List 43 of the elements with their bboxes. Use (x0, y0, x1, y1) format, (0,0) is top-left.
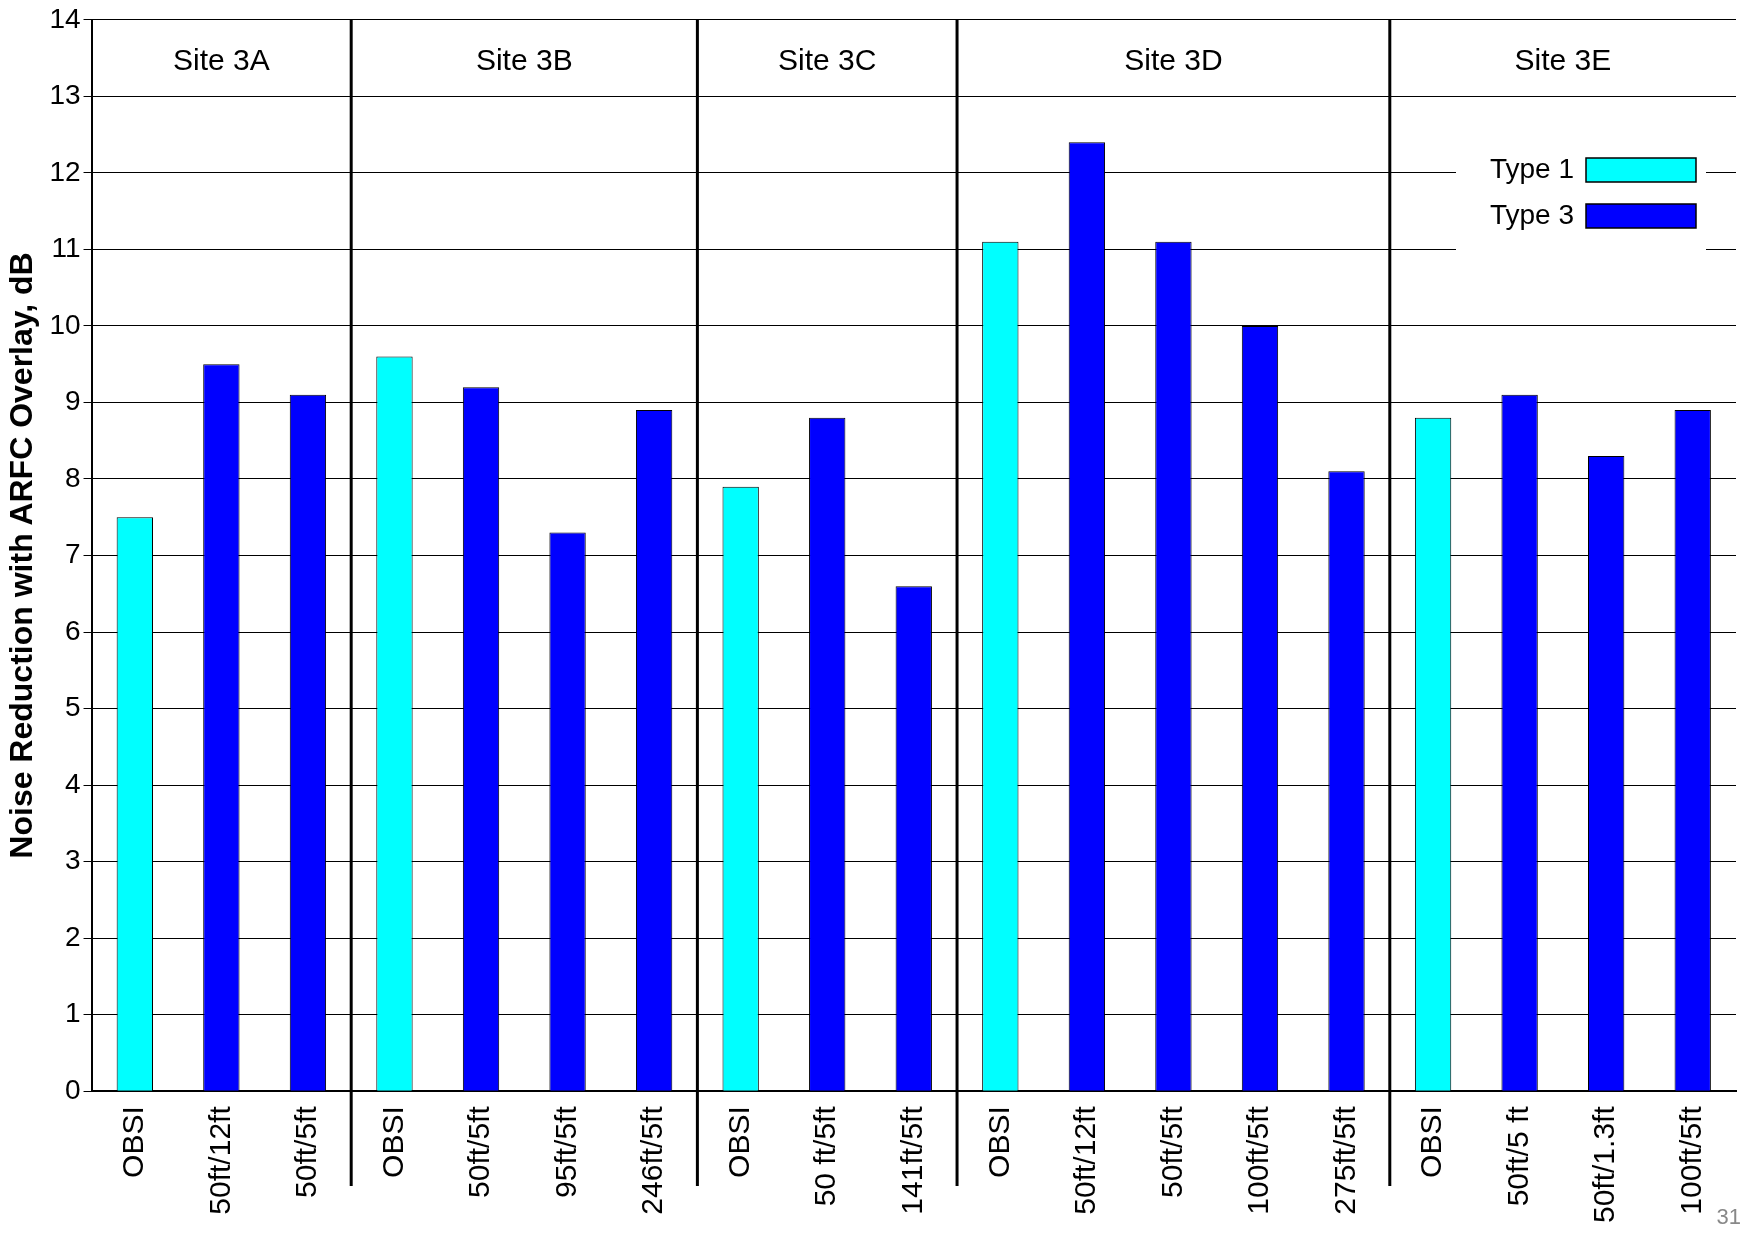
y-tick-label: 3 (64, 844, 81, 876)
text: 31 (1716, 1204, 1741, 1230)
y-tick-label: 10 (49, 308, 81, 340)
annotation: Site 3E (1514, 43, 1612, 77)
x-tick-label: 95ft/5ft (548, 1105, 582, 1198)
annotation: Site 3D (1124, 43, 1223, 77)
x-tick-label: 50ft/12ft (1068, 1105, 1102, 1215)
legend-label: Type 3 (1489, 198, 1574, 230)
x-tick-label: OBSI (375, 1106, 409, 1178)
y-tick-label: 9 (64, 385, 81, 417)
x-tick-label: OBSI (116, 1106, 150, 1178)
legend-label: Type 1 (1489, 152, 1574, 184)
x-tick-label: OBSI (1414, 1106, 1448, 1178)
y-tick-label: 11 (51, 232, 81, 264)
y-axis-title: Noise Reduction with ARFC Overlay, dB (3, 252, 40, 859)
annotation: Site 3B (475, 43, 573, 77)
y-tick-label: 7 (64, 538, 81, 570)
x-tick-label: 50ft/1.3ft (1587, 1105, 1621, 1223)
y-tick-label: 14 (49, 2, 81, 34)
annotation: Site 3C (778, 43, 877, 77)
y-tick-label: 1 (64, 997, 81, 1029)
x-tick-label: 50ft/5ft (462, 1105, 496, 1198)
y-tick-label: 2 (64, 920, 81, 952)
x-tick-label: 50ft/5ft (289, 1105, 323, 1198)
x-tick-label: 50ft/5ft (1154, 1105, 1188, 1198)
y-tick-label: 8 (64, 461, 81, 493)
x-tick-label: 50ft/5 ft (1500, 1105, 1534, 1207)
y-tick-label: 5 (64, 691, 81, 723)
x-tick-label: OBSI (721, 1106, 755, 1178)
x-tick-label: 141ft/5ft (895, 1105, 929, 1215)
y-tick-label: 0 (64, 1073, 81, 1105)
x-tick-label: 100ft/5ft (1673, 1105, 1707, 1215)
x-tick-label: 275ft/5ft (1327, 1105, 1361, 1215)
x-tick-label: 50ft/12ft (202, 1105, 236, 1215)
y-tick-label: 6 (64, 614, 81, 646)
x-tick-label: 50 ft/5ft (808, 1105, 842, 1207)
y-tick-label: 12 (49, 155, 81, 187)
y-tick-label: 13 (49, 79, 81, 111)
x-tick-label: 246ft/5ft (635, 1105, 669, 1215)
x-tick-label: 100ft/5ft (1241, 1105, 1275, 1215)
x-tick-label: OBSI (981, 1106, 1015, 1178)
y-tick-label: 4 (64, 767, 81, 799)
annotation: Site 3A (173, 43, 270, 77)
